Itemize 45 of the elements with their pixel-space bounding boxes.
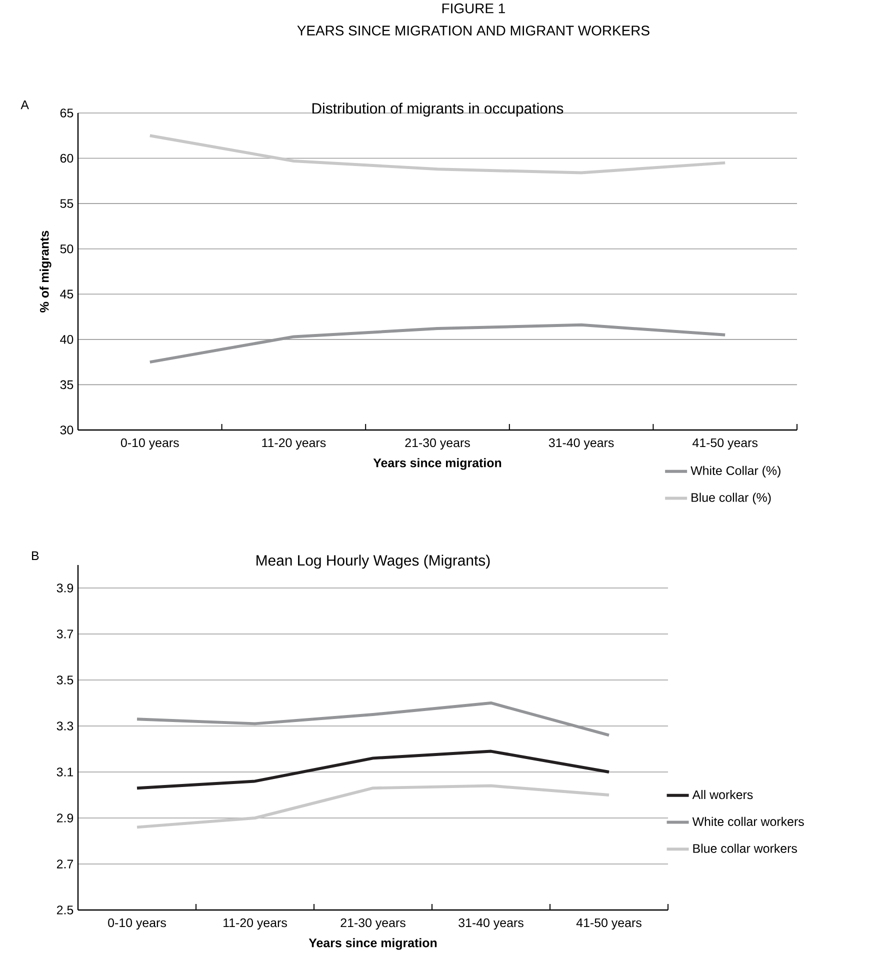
text: YEARS SINCE MIGRATION AND MIGRANT WORKERS [297,26,650,36]
x-tick-label: 21-30 years [340,918,406,930]
text: B [32,551,39,560]
y-tick-label: 3.9 [56,584,74,592]
legend-label: White Collar (%) [690,466,780,478]
x-tick-label: 21-30 years [405,438,470,450]
y-tick-label: 3.7 [56,630,74,638]
y-tick-label: 35 [60,380,74,390]
x-tick-label: 41-50 years [576,918,642,930]
line-series [136,701,610,737]
y-axis-title: % of migrants [40,230,52,312]
y-tick-label: 3.5 [56,676,74,684]
text: A [20,100,29,110]
y-tick-label: 55 [60,199,74,208]
x-axis-title: Years since migration [308,938,437,950]
y-tick-label: 2.5 [56,906,74,914]
legend-label: All workers [692,790,753,800]
chart-title: Distribution of migrants in occupations [312,102,564,117]
legend-label: White collar workers [692,816,804,826]
line-series [148,323,727,364]
x-tick-label: 0-10 years [120,438,179,450]
y-tick-label: 2.7 [56,860,74,868]
y-tick-label: 2.9 [56,814,74,822]
line-series [136,784,610,829]
legend-label: Blue collar workers [693,844,797,853]
legend-label: Blue collar (%) [692,492,771,504]
y-tick-label: 50 [60,244,74,254]
x-tick-label: 11-20 years [224,918,287,930]
y-tick-label: 65 [60,108,74,118]
x-tick-label: 41-50 years [692,438,758,450]
x-axis-title: Years since migration [373,458,502,470]
x-tick-label: 31-40 years [548,438,614,450]
y-tick-label: 45 [60,290,74,298]
x-tick-label: 0-10 years [108,918,166,930]
x-tick-label: 11-20 years [262,438,326,450]
line-series [136,750,610,790]
line-series [148,134,727,174]
chart-title: Mean Log Hourly Wages (Migrants) [256,554,490,569]
y-tick-label: 60 [60,154,74,163]
caption: FIGURE 1 [442,3,505,14]
y-tick-label: 3.3 [56,722,74,730]
y-tick-label: 3.1 [56,768,74,776]
y-tick-label: 30 [60,426,74,434]
y-tick-label: 40 [60,335,74,344]
x-tick-label: 31-40 years [458,918,524,930]
